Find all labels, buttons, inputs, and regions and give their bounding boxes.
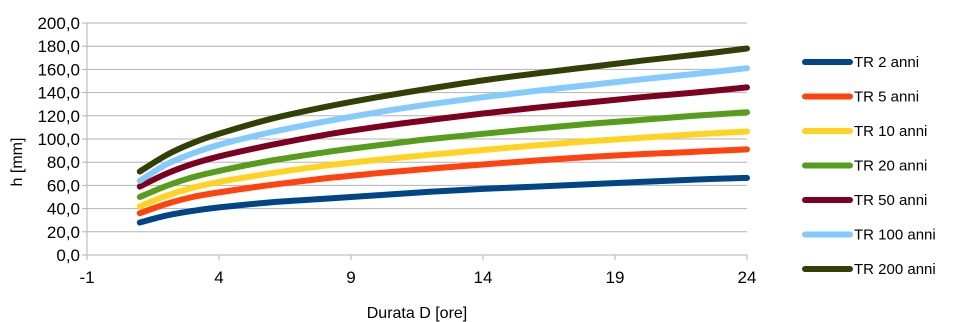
x-tick-label: 9 bbox=[346, 268, 355, 287]
series-lines bbox=[136, 45, 750, 226]
legend-label: TR 2 anni bbox=[854, 54, 919, 71]
legend-item-tr-200-anni: TR 200 anni bbox=[802, 261, 936, 278]
y-tick-label: 100,0 bbox=[37, 130, 80, 149]
series-line-tr-20-anni bbox=[136, 109, 750, 200]
legend-item-tr-10-anni: TR 10 anni bbox=[802, 123, 927, 140]
series-line-tr-5-anni bbox=[136, 146, 750, 217]
series-line-tr-2-anni bbox=[136, 174, 750, 226]
x-tick-label: 19 bbox=[606, 268, 625, 287]
x-axis-label: Durata D [ore] bbox=[367, 305, 467, 322]
series-line-tr-100-anni bbox=[136, 65, 750, 184]
y-axis-label: h [mm] bbox=[9, 138, 26, 187]
legend-item-tr-20-anni: TR 20 anni bbox=[802, 158, 927, 175]
legend-label: TR 100 anni bbox=[854, 227, 936, 244]
y-tick-label: 60,0 bbox=[47, 176, 80, 195]
axes bbox=[86, 23, 748, 260]
y-tick-label: 200,0 bbox=[37, 14, 80, 33]
x-tick-label: -1 bbox=[79, 268, 94, 287]
x-tick-label: 4 bbox=[214, 268, 223, 287]
legend-label: TR 20 anni bbox=[854, 158, 927, 175]
legend-item-tr-50-anni: TR 50 anni bbox=[802, 192, 927, 209]
y-tick-label: 120,0 bbox=[37, 107, 80, 126]
legend-item-tr-5-anni: TR 5 anni bbox=[802, 89, 919, 106]
legend: TR 2 anni TR 5 anni TR 10 anni TR 20 anni TR… bbox=[802, 54, 936, 278]
series-line-tr-200-anni bbox=[136, 45, 750, 175]
y-tick-label: 140,0 bbox=[37, 84, 80, 103]
y-tick-label: 180,0 bbox=[37, 37, 80, 56]
y-tick-label: 20,0 bbox=[47, 223, 80, 242]
y-tick-labels: 0,0 20,0 40,0 60,0 80,0 100,0 120,0 140,0 160,0 1… bbox=[37, 14, 80, 265]
y-tick-label: 0,0 bbox=[56, 246, 80, 265]
y-tick-label: 80,0 bbox=[47, 153, 80, 172]
series-line-tr-50-anni bbox=[136, 84, 750, 190]
y-tick-label: 40,0 bbox=[47, 200, 80, 219]
x-tick-label: 24 bbox=[738, 268, 757, 287]
y-tick-label: 160,0 bbox=[37, 60, 80, 79]
legend-label: TR 50 anni bbox=[854, 192, 927, 209]
series-line-tr-10-anni bbox=[136, 128, 750, 210]
x-tick-label: 14 bbox=[474, 268, 493, 287]
legend-label: TR 200 anni bbox=[854, 261, 936, 278]
legend-label: TR 5 anni bbox=[854, 89, 919, 106]
legend-item-tr-2-anni: TR 2 anni bbox=[802, 54, 919, 71]
legend-label: TR 10 anni bbox=[854, 123, 927, 140]
legend-item-tr-100-anni: TR 100 anni bbox=[802, 227, 936, 244]
x-tick-labels: -1 4 9 14 19 24 bbox=[79, 268, 756, 287]
